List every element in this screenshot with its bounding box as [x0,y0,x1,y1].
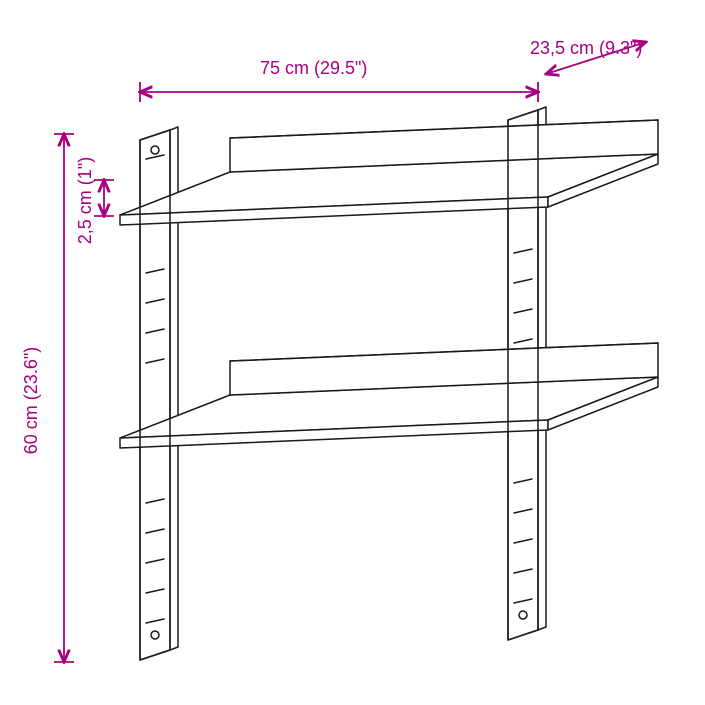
height-dimension-label: 60 cm (23.6") [21,347,42,454]
depth-dimension-label: 23,5 cm (9.3") [530,38,642,59]
lip-dimension-label: 2,5 cm (1") [75,157,96,244]
width-dimension-label: 75 cm (29.5") [260,58,367,79]
shelf-dimension-diagram [0,0,705,705]
